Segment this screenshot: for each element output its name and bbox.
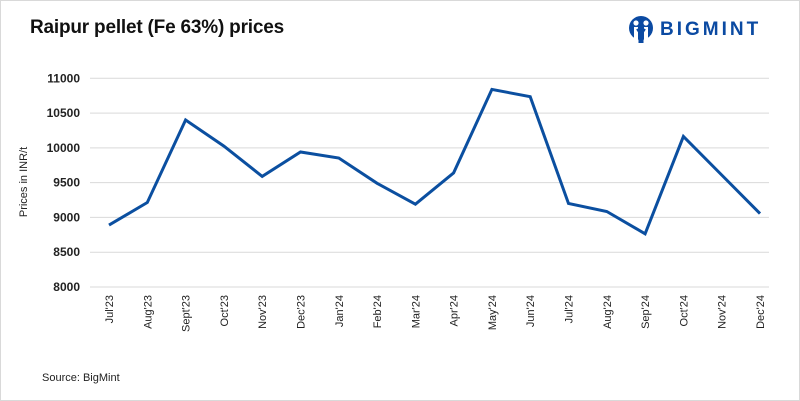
x-tick-label: Jan'24 (334, 295, 346, 327)
chart-title: Raipur pellet (Fe 63%) prices (30, 17, 284, 38)
source-note: Source: BigMint (42, 372, 120, 384)
x-tick-label: Nov'23 (257, 295, 269, 329)
gridlines (90, 77, 769, 288)
x-tick-label: May'24 (487, 295, 499, 330)
x-tick-label: Dec'24 (755, 295, 767, 329)
logo-text: BIGMINT (660, 19, 762, 40)
x-tick-label: Oct'24 (678, 295, 690, 326)
x-axis-ticks: Jul'23 Aug'23 Sept'23 Oct'23 Nov'23 Dec'23 Jan… (104, 295, 767, 332)
bigmint-logo: BIGMINT (628, 14, 761, 46)
x-tick-label: Apr'24 (449, 295, 461, 326)
x-tick-label: Sept'23 (181, 295, 193, 332)
bigmint-logo-icon (629, 16, 653, 43)
x-tick-label: Jul'23 (104, 295, 116, 323)
x-tick-label: Jun'24 (525, 295, 537, 327)
x-tick-label: Oct'23 (219, 295, 231, 326)
x-tick-label: Feb'24 (372, 295, 384, 328)
x-tick-label: Sep'24 (640, 295, 652, 329)
x-tick-label: Aug'24 (602, 295, 614, 329)
price-series-line (108, 87, 762, 236)
x-tick-label: Mar'24 (410, 295, 422, 328)
x-tick-label: Nov'24 (717, 295, 729, 329)
y-tick-label: 10000 (47, 141, 81, 155)
y-tick-label: 8000 (53, 280, 80, 294)
y-tick-label: 11000 (47, 71, 80, 85)
y-axis-ticks: 8000 8500 9000 9500 10000 10500 11000 (47, 71, 81, 294)
y-tick-label: 9500 (53, 176, 80, 190)
x-tick-label: Jul'24 (564, 295, 576, 323)
y-tick-label: 9000 (53, 210, 80, 224)
x-tick-label: Aug'23 (142, 295, 154, 329)
y-axis-label: Prices in INR/t (18, 147, 30, 217)
x-tick-label: Dec'23 (295, 295, 307, 329)
y-tick-label: 10500 (47, 106, 81, 120)
y-tick-label: 8500 (53, 245, 80, 259)
